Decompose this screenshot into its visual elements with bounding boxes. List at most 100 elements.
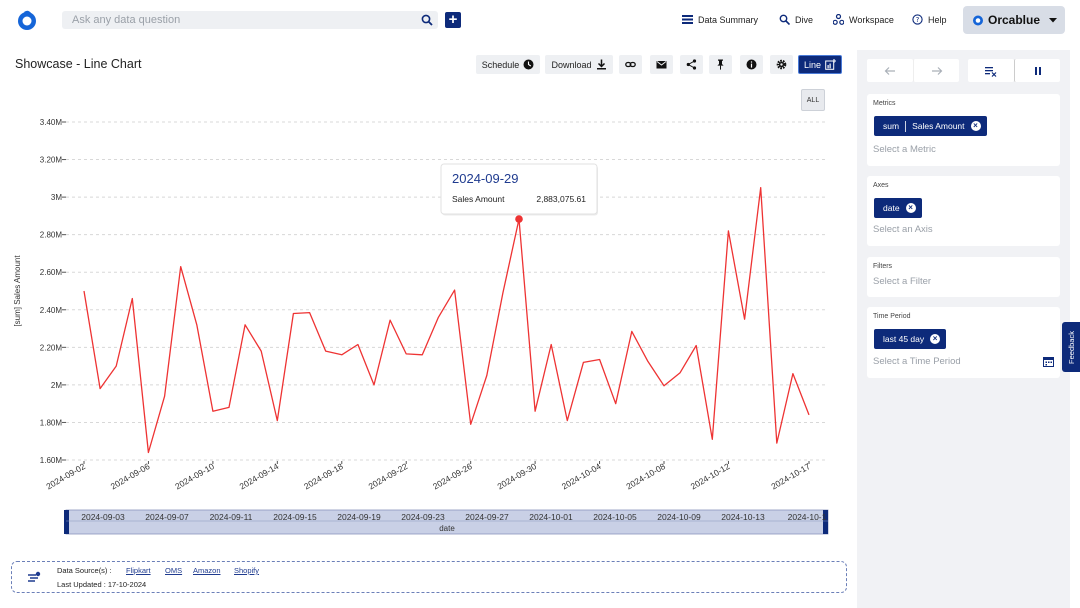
clear-all-icon [985, 66, 997, 77]
metrics-card: Metrics sum Sales Amount × Select a Metr… [867, 94, 1060, 166]
axis-chip[interactable]: date × [874, 198, 922, 218]
download-icon [596, 59, 606, 70]
nav-workspace-label: Workspace [849, 14, 894, 25]
range-handle-right[interactable] [823, 510, 828, 534]
time-period-card: Time Period last 45 day × Select a Time … [867, 307, 1060, 378]
range-tick-label: 2024-09-19 [337, 512, 381, 522]
feedback-tab[interactable]: Feedback [1062, 322, 1080, 372]
x-tick-label: 2024-10-04 [560, 461, 603, 492]
data-source-icon [28, 571, 41, 582]
source-link-flipkart[interactable]: Flipkart [126, 566, 151, 575]
range-tick-label: 2024-10-01 [529, 512, 573, 522]
info-button[interactable] [740, 55, 763, 74]
metric-agg: sum [883, 121, 900, 131]
range-tick-label: 2024-09-07 [145, 512, 189, 522]
download-label: Download [551, 59, 592, 70]
y-tick-label: 1.60M [40, 456, 63, 465]
remove-axis-icon[interactable]: × [905, 203, 916, 213]
y-tick-label: 3.20M [40, 156, 63, 165]
filter-select-input[interactable]: Select a Filter [873, 276, 932, 287]
clock-icon [523, 59, 534, 70]
x-axis-label: date [439, 524, 455, 533]
chevron-down-icon [1049, 18, 1058, 23]
metrics-label: Metrics [873, 100, 896, 107]
metric-select-input[interactable]: Select a Metric [873, 144, 936, 155]
data-source-box: Data Source(s) : Flipkart OMS Amazon Sho… [11, 561, 847, 593]
all-range-button[interactable]: ALL [801, 89, 825, 111]
metric-field: Sales Amount [912, 121, 965, 131]
axes-label: Axes [873, 182, 889, 189]
y-tick-label: 2.20M [40, 343, 63, 352]
app-logo-icon[interactable] [16, 9, 38, 31]
nav-dive-label: Dive [795, 14, 814, 25]
series-line-sales-amount[interactable] [83, 187, 810, 454]
range-tick-label: 2024-09-23 [401, 512, 445, 522]
range-tick-label: 2024-10-13 [721, 512, 765, 522]
pin-icon [717, 59, 724, 70]
top-bar: + Data Summary Dive Workspace ? Help Orc… [0, 0, 1080, 42]
remove-time-period-icon[interactable]: × [930, 334, 941, 344]
range-tick-label: 2024-09-15 [273, 512, 317, 522]
y-tick-label: 2.80M [40, 231, 63, 240]
x-tick-label: 2024-10-17 [769, 461, 812, 492]
filters-card: Filters Select a Filter [867, 257, 1060, 297]
calendar-icon[interactable] [1043, 356, 1054, 367]
y-tick-label: 1.80M [40, 418, 63, 427]
org-switcher[interactable]: Orcablue [963, 6, 1065, 34]
metric-chip[interactable]: sum Sales Amount × [874, 116, 987, 136]
remove-metric-icon[interactable]: × [970, 121, 981, 131]
share-button[interactable] [680, 55, 703, 74]
source-link-shopify[interactable]: Shopify [234, 566, 260, 575]
x-tick-label: 2024-09-22 [367, 461, 410, 492]
range-tick-label: 2024-09-27 [465, 512, 509, 522]
line-chart: 1.60M 1.80M 2M 2.20M 2.40M 2.60M 2.80M 3M 3.20M 3… [13, 118, 829, 535]
pin-button[interactable] [709, 55, 732, 74]
axes-card: Axes date × Select an Axis [867, 176, 1060, 246]
range-handle-left[interactable] [64, 510, 69, 534]
search-input[interactable] [72, 11, 412, 29]
nav-help[interactable]: ? Help [912, 14, 947, 25]
help-icon: ? [912, 14, 923, 25]
settings-button[interactable] [770, 55, 793, 74]
x-tick-label: 2024-09-02 [44, 461, 87, 492]
highlighted-data-point[interactable] [515, 215, 523, 223]
x-tick-label: 2024-09-18 [302, 461, 345, 492]
x-tick-label: 2024-09-26 [431, 461, 474, 492]
chart-type-button[interactable]: Line [798, 55, 842, 74]
email-button[interactable] [650, 55, 673, 74]
org-name: Orcablue [988, 13, 1041, 27]
x-tick-label: 2024-10-08 [624, 461, 667, 492]
feedback-label: Feedback [1066, 330, 1076, 364]
arrow-left-icon [884, 66, 895, 75]
nav-dive[interactable]: Dive [779, 14, 813, 25]
page-title: Showcase - Line Chart [15, 57, 142, 71]
time-period-select-input[interactable]: Select a Time Period [873, 356, 961, 367]
mail-icon [656, 61, 667, 69]
add-chart-icon [825, 59, 836, 70]
workspace-icon [833, 14, 844, 25]
nav-help-label: Help [928, 14, 947, 25]
x-tick-label: 2024-09-14 [238, 461, 281, 492]
undo-button[interactable] [867, 59, 913, 82]
y-tick-label: 2.60M [40, 268, 63, 277]
copy-link-button[interactable] [619, 55, 642, 74]
add-button[interactable]: + [445, 12, 461, 28]
info-icon [746, 59, 757, 70]
pause-button[interactable] [1014, 59, 1060, 82]
time-period-chip[interactable]: last 45 day × [874, 329, 947, 349]
nav-workspace[interactable]: Workspace [833, 14, 894, 25]
source-link-amazon[interactable]: Amazon [193, 566, 221, 575]
share-icon [686, 59, 697, 70]
schedule-button[interactable]: Schedule [476, 55, 540, 74]
axis-select-input[interactable]: Select an Axis [873, 224, 933, 235]
y-tick-label: 2.40M [40, 306, 63, 315]
redo-button[interactable] [913, 59, 959, 82]
search-icon[interactable] [420, 13, 434, 27]
chart-type-label: Line [803, 59, 821, 70]
data-source-label: Data Source(s) : [57, 566, 112, 575]
tooltip-label: Sales Amount [452, 194, 505, 204]
clear-query-button[interactable] [968, 59, 1014, 82]
download-button[interactable]: Download [545, 55, 613, 74]
source-link-oms[interactable]: OMS [165, 566, 183, 575]
nav-data-summary[interactable]: Data Summary [682, 14, 758, 25]
